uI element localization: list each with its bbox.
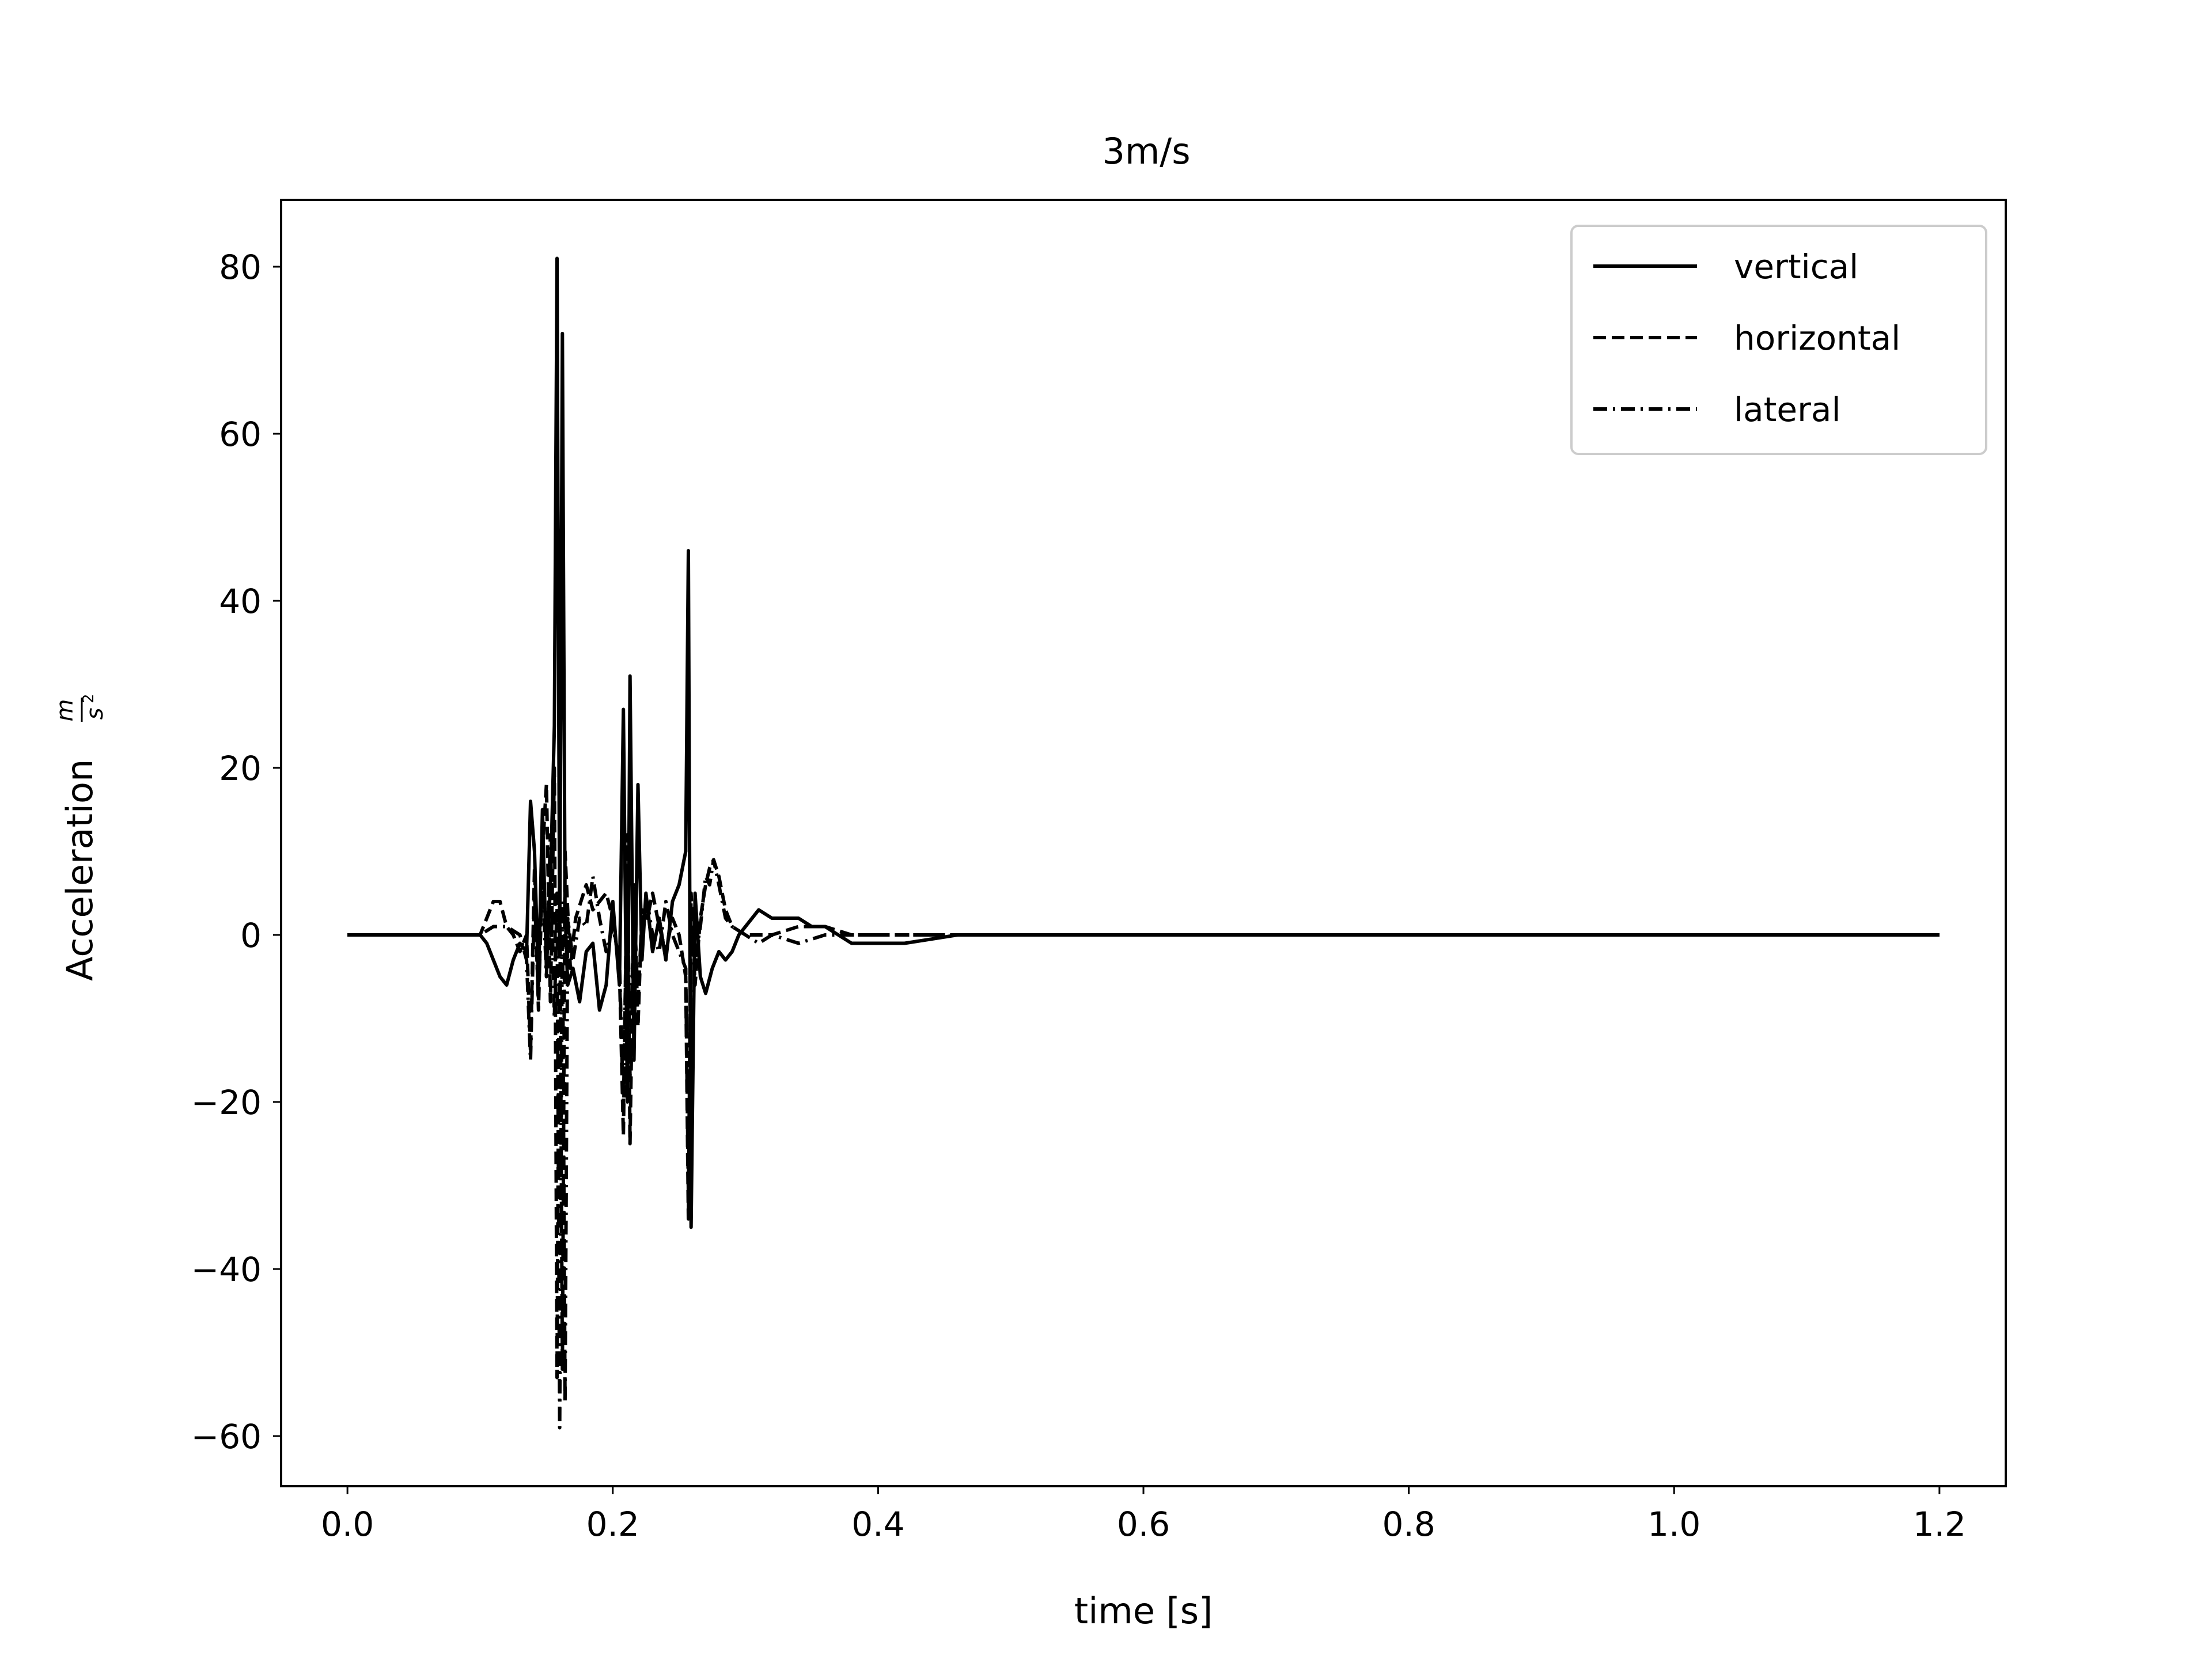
legend-box bbox=[1570, 225, 1987, 455]
series-group bbox=[347, 256, 1940, 1430]
legend-label-horizontal: horizontal bbox=[1734, 319, 1900, 358]
y-tick-label: 0 bbox=[240, 916, 262, 955]
y-axis-unit-fraction: m s 2 bbox=[52, 694, 108, 722]
y-tick-label: −60 bbox=[191, 1417, 262, 1456]
y-tick-label: −40 bbox=[191, 1250, 262, 1289]
chart-title: 3m/s bbox=[1102, 130, 1190, 172]
y-tick-label: −20 bbox=[191, 1083, 262, 1122]
y-tick-label: 20 bbox=[219, 749, 262, 788]
x-tick-label: 0.4 bbox=[851, 1505, 904, 1544]
y-axis-unit-denominator: s bbox=[82, 708, 108, 720]
x-tick-label: 0.6 bbox=[1117, 1505, 1170, 1544]
y-axis-label-text: Acceleration bbox=[59, 759, 101, 981]
x-tick-label: 0.2 bbox=[586, 1505, 639, 1544]
y-tick-label: 40 bbox=[219, 582, 262, 621]
x-axis-label: time [s] bbox=[1074, 1590, 1213, 1632]
legend-label-vertical: vertical bbox=[1734, 247, 1858, 286]
x-tick-label: 1.0 bbox=[1647, 1505, 1700, 1544]
y-axis: 80 60 40 20 0 −20 −40 −60 bbox=[191, 248, 281, 1456]
legend: vertical horizontal lateral bbox=[1570, 225, 1987, 455]
x-axis: 0.0 0.2 0.4 0.6 0.8 1.0 1.2 bbox=[321, 1486, 1966, 1544]
x-tick-label: 0.8 bbox=[1382, 1505, 1435, 1544]
x-tick-label: 0.0 bbox=[321, 1505, 374, 1544]
series-line-lateral bbox=[347, 833, 1940, 1430]
y-tick-label: 80 bbox=[219, 248, 262, 287]
y-axis-label: Acceleration m s 2 bbox=[52, 694, 108, 981]
y-axis-unit-numerator: m bbox=[52, 699, 78, 722]
legend-label-lateral: lateral bbox=[1734, 390, 1841, 429]
y-tick-label: 60 bbox=[219, 415, 262, 454]
y-axis-unit-exponent: 2 bbox=[80, 694, 97, 703]
x-tick-label: 1.2 bbox=[1913, 1505, 1966, 1544]
plot-area bbox=[280, 199, 2007, 1487]
